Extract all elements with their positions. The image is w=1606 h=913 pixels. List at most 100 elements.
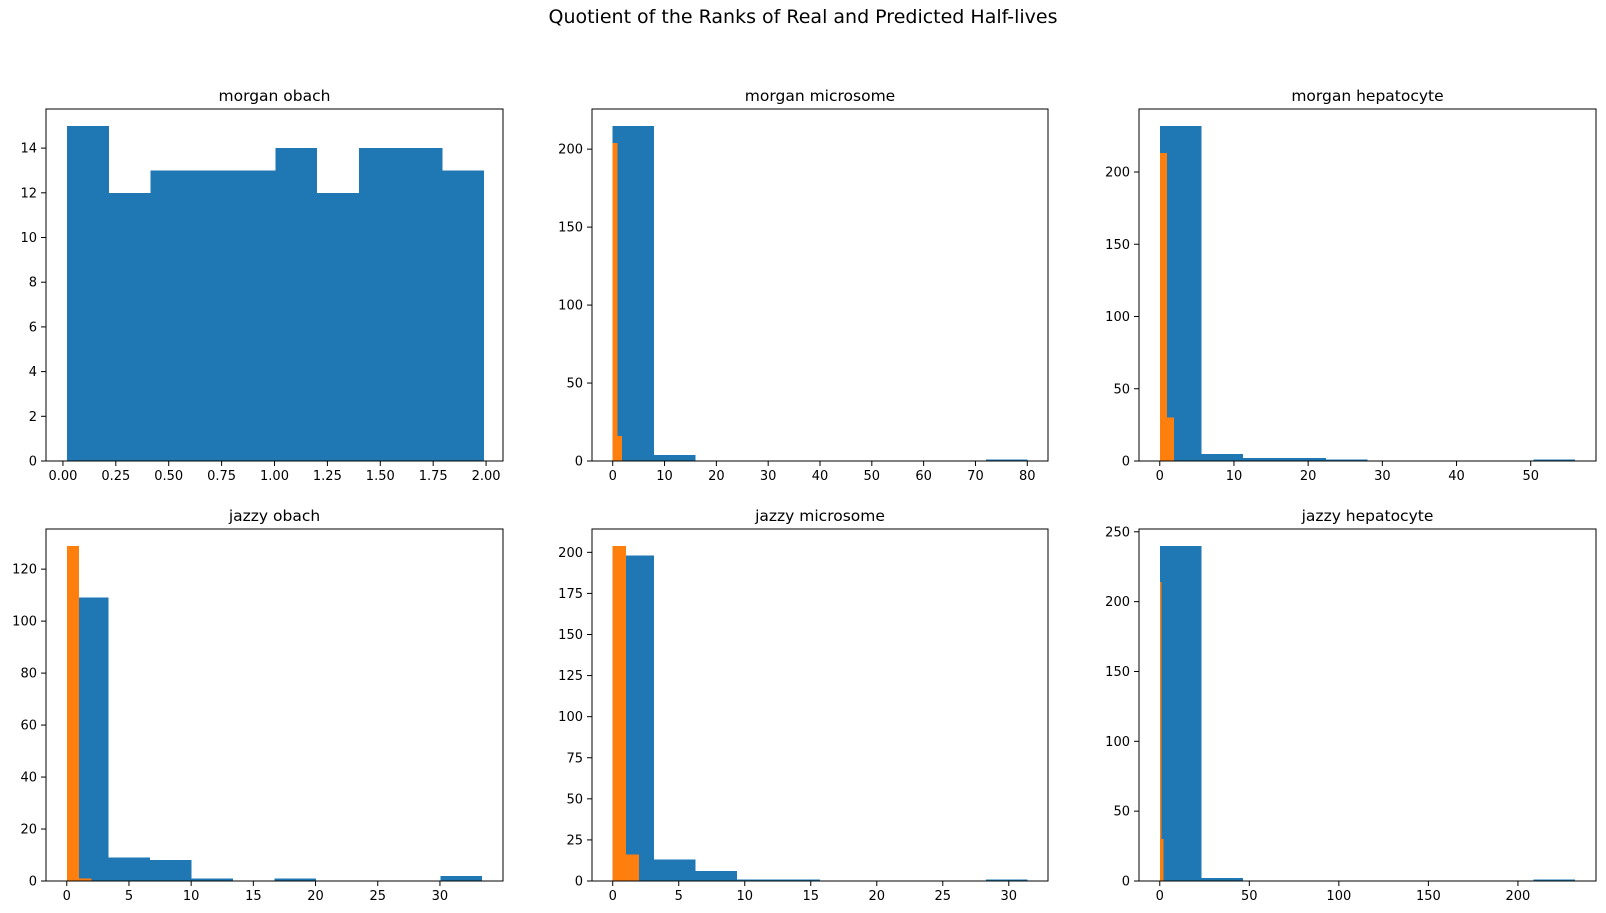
y-tick-label: 20 <box>20 823 37 838</box>
x-tick-label: 150 <box>1416 889 1441 904</box>
histogram-bar <box>233 170 276 461</box>
x-tick-label: 2.00 <box>472 469 501 484</box>
x-tick-label: 25 <box>369 889 386 904</box>
y-tick-label: 12 <box>20 186 37 201</box>
x-tick-label: 0.50 <box>154 469 183 484</box>
subplot-title: morgan obach <box>219 87 331 105</box>
y-tick-label: 125 <box>558 669 583 684</box>
histogram-bar <box>654 454 696 461</box>
histogram-bar <box>67 125 109 461</box>
x-tick-label: 200 <box>1506 889 1531 904</box>
histogram-bar <box>985 459 1028 461</box>
y-tick-label: 150 <box>558 221 583 236</box>
x-tick-label: 0 <box>609 889 617 904</box>
y-tick-label: 50 <box>566 377 583 392</box>
y-tick-label: 14 <box>20 142 37 157</box>
subplot-title: jazzy microsome <box>754 507 885 525</box>
histogram-bar <box>191 878 233 881</box>
histogram-bar <box>66 545 80 881</box>
histogram-bar <box>737 879 779 881</box>
y-tick-label: 0 <box>29 455 37 470</box>
x-tick-label: 0 <box>63 889 71 904</box>
histogram-bar <box>1161 839 1164 881</box>
x-tick-label: 50 <box>864 469 881 484</box>
y-tick-label: 175 <box>558 587 583 602</box>
histogram-bar <box>695 871 738 881</box>
histogram-bar <box>625 854 640 881</box>
x-tick-label: 15 <box>245 889 262 904</box>
x-tick-label: 20 <box>1300 469 1317 484</box>
y-tick-label: 8 <box>29 276 37 291</box>
y-tick-label: 150 <box>1105 665 1130 680</box>
y-tick-label: 150 <box>1105 238 1130 253</box>
y-tick-label: 50 <box>1113 805 1130 820</box>
x-tick-label: 0 <box>1156 469 1164 484</box>
subplot-title: morgan microsome <box>745 87 895 105</box>
x-tick-label: 1.00 <box>260 469 289 484</box>
y-tick-label: 10 <box>20 231 37 246</box>
y-tick-label: 75 <box>566 751 583 766</box>
subplot-2: 0 10 20 30 40 50 0 50 100 150 200 morgan hepatocyte <box>1105 87 1597 484</box>
axes-frame <box>591 528 1049 882</box>
histogram-bar <box>108 857 150 881</box>
x-tick-label: 10 <box>656 469 673 484</box>
subplot-title: jazzy hepatocyte <box>1301 507 1434 525</box>
subplot-title: morgan hepatocyte <box>1291 87 1443 105</box>
y-tick-label: 100 <box>558 710 583 725</box>
histogram-bar <box>1533 459 1576 461</box>
histogram-bar <box>149 860 192 881</box>
histogram-bar <box>440 875 483 881</box>
histogram-bar <box>985 879 1028 881</box>
x-tick-label: 5 <box>675 889 683 904</box>
y-tick-label: 2 <box>29 410 37 425</box>
x-tick-label: 60 <box>915 469 932 484</box>
histogram-bar <box>612 125 655 461</box>
axes-frame <box>1138 108 1597 462</box>
histogram-bar <box>617 436 623 461</box>
subplot-0: 0.00 0.25 0.50 0.75 1.00 1.25 1.50 1.75 2.00 0 2 4 6… <box>20 87 504 484</box>
histogram-bar <box>358 148 401 461</box>
y-tick-label: 150 <box>558 628 583 643</box>
x-tick-label: 0.25 <box>101 469 130 484</box>
y-tick-label: 0 <box>1122 455 1130 470</box>
histogram-bar <box>612 142 618 461</box>
y-tick-label: 100 <box>1105 310 1130 325</box>
y-tick-label: 80 <box>20 667 37 682</box>
x-tick-label: 1.75 <box>419 469 448 484</box>
y-tick-label: 6 <box>29 320 37 335</box>
histogram-bar <box>1166 417 1174 461</box>
y-tick-label: 100 <box>1105 735 1130 750</box>
subplot-title: jazzy obach <box>228 507 320 525</box>
y-tick-label: 200 <box>558 143 583 158</box>
histogram-bar <box>1533 879 1576 881</box>
x-tick-label: 0 <box>609 469 617 484</box>
histogram-bar <box>108 192 151 462</box>
y-tick-label: 0 <box>575 455 583 470</box>
histogram-bar <box>654 859 696 881</box>
histogram-bar <box>1201 453 1243 461</box>
y-tick-label: 120 <box>12 563 37 578</box>
histogram-bar <box>275 148 318 461</box>
axes-frame <box>591 108 1049 462</box>
y-tick-label: 60 <box>20 719 37 734</box>
x-tick-label: 80 <box>1019 469 1036 484</box>
x-tick-label: 25 <box>935 889 952 904</box>
x-tick-label: 0 <box>1156 889 1164 904</box>
axes-frame <box>1138 528 1597 882</box>
x-tick-label: 10 <box>183 889 200 904</box>
x-tick-label: 30 <box>1374 469 1391 484</box>
x-tick-label: 40 <box>812 469 829 484</box>
y-tick-label: 25 <box>566 833 583 848</box>
histogram-bar <box>442 170 484 461</box>
x-tick-label: 30 <box>760 469 777 484</box>
y-tick-label: 200 <box>1105 595 1130 610</box>
y-tick-label: 0 <box>1122 875 1130 890</box>
histogram-bar <box>1201 878 1243 881</box>
x-tick-label: 10 <box>1226 469 1243 484</box>
y-tick-label: 50 <box>566 792 583 807</box>
histogram-bar <box>1325 459 1368 461</box>
x-tick-label: 1.25 <box>313 469 342 484</box>
x-tick-label: 20 <box>868 889 885 904</box>
x-tick-label: 100 <box>1326 889 1351 904</box>
